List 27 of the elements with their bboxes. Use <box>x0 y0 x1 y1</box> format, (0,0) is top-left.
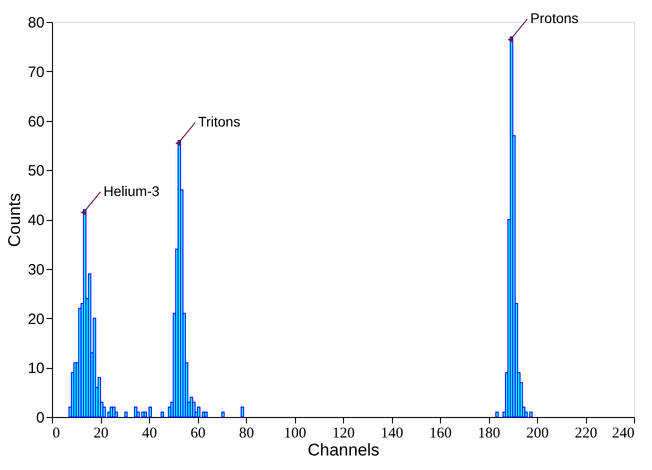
y-tick-label: 60 <box>28 113 44 130</box>
x-tick-label: 220 <box>574 426 598 442</box>
x-axis-title: Channels <box>308 440 380 460</box>
y-tick-label: 10 <box>28 360 44 378</box>
x-tick-label: 200 <box>526 426 549 442</box>
y-tick-label: 0 <box>36 410 44 426</box>
annotation: Tritons <box>198 114 240 130</box>
x-tick-label: 0 <box>52 426 60 442</box>
x-tick-label: 140 <box>380 426 404 442</box>
annotation: Helium-3 <box>104 182 160 199</box>
y-tick-label: 40 <box>28 212 44 229</box>
annotation: Protons <box>530 10 579 26</box>
x-tick-label: 160 <box>429 426 452 442</box>
x-tick-label: 80 <box>239 426 254 442</box>
x-tick-label: 240 <box>612 426 634 442</box>
y-tick-label: 80 <box>28 14 44 32</box>
y-tick-label: 70 <box>28 64 44 81</box>
x-tick-label: 60 <box>190 426 206 442</box>
x-tick-label: 20 <box>94 426 108 442</box>
x-tick-label: 180 <box>478 426 500 442</box>
x-tick-label: 120 <box>332 426 355 442</box>
y-tick-label: 20 <box>28 310 44 328</box>
x-tick-label: 40 <box>142 426 157 442</box>
y-axis-title: Counts <box>4 193 24 247</box>
x-tick-label: 100 <box>284 426 306 442</box>
y-tick-label: 50 <box>28 162 44 180</box>
y-tick-label: 30 <box>28 261 44 278</box>
